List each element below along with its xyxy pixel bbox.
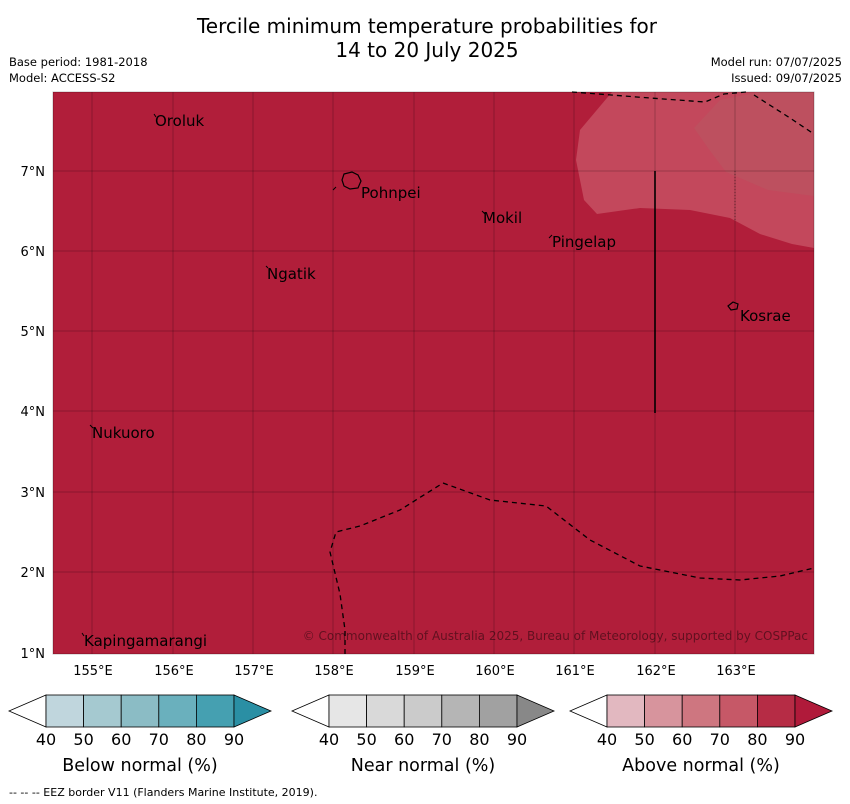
lon-tick-159: 159°E [395,664,435,679]
colorbar-legend: 40 50 60 70 80 90 Below normal (%) 40 50 60 70 80 90… [7,694,834,776]
colorbar-below-segment-1 [45,694,84,728]
colorbar-below-segment-5 [195,694,235,728]
island-label-pingelap: Pingelap [552,233,616,251]
map-frame [52,91,815,655]
lon-tick-156: 156°E [154,664,194,679]
colorbar-below-tick-50: 50 [73,730,93,749]
ngatik-marker [265,265,269,269]
colorbar-near-tick-40: 40 [319,730,339,749]
issued-date: Issued: 09/07/2025 [731,71,842,85]
colorbar-near-max-extend [516,694,556,728]
colorbar-above-tick-60: 60 [672,730,692,749]
kosrae-island-shape [727,301,739,311]
island-label-kosrae: Kosrae [740,307,791,325]
pohnpei-islet [332,186,337,191]
eez-borders [329,91,815,654]
colorbar-above-segment-1 [606,694,645,728]
colorbar-below-tick-80: 80 [186,730,206,749]
colorbar-below: 40 50 60 70 80 90 Below normal (%) [7,694,273,776]
forecast-map: Oroluk Pohnpei Mokil Pingelap Ngatik Kos… [21,91,815,679]
colorbar-near-min-extend [290,694,330,728]
map-gridlines [53,92,814,654]
colorbar-above-tick-50: 50 [634,730,654,749]
eez-border-south [329,482,815,654]
title-line-1: Tercile minimum temperature probabilitie… [196,14,658,38]
pohnpei-island-shape [341,171,362,190]
model-name: Model: ACCESS-S2 [9,71,116,85]
lat-tick-1: 1°N [21,647,46,662]
lon-tick-161: 161°E [555,664,595,679]
colorbar-above-segment-3 [681,694,721,728]
lon-tick-155: 155°E [73,664,113,679]
lat-tick-3: 3°N [21,486,46,501]
title-line-2: 14 to 20 July 2025 [335,38,519,62]
lon-tick-160: 160°E [475,664,515,679]
map-copyright: © Commonwealth of Australia 2025, Bureau… [303,629,808,643]
colorbar-above-tick-90: 90 [785,730,805,749]
colorbar-near-tick-60: 60 [394,730,414,749]
colorbar-above-tick-80: 80 [747,730,767,749]
colorbar-above-segment-2 [644,694,683,728]
oroluk-marker [153,113,157,118]
colorbar-above-tick-40: 40 [597,730,617,749]
colorbar-above-segment-4 [719,694,758,728]
colorbar-above: 40 50 60 70 80 90 Above normal (%) [568,694,834,776]
colorbar-above-segment-5 [757,694,796,728]
colorbar-near-tick-90: 90 [507,730,527,749]
colorbar-near-segment-4 [441,694,480,728]
mokil-marker [481,210,486,215]
colorbar-near-label: Near normal (%) [351,756,496,776]
colorbar-near-tick-50: 50 [356,730,376,749]
colorbar-below-tick-70: 70 [149,730,169,749]
island-label-oroluk: Oroluk [155,112,204,130]
colorbar-below-label: Below normal (%) [62,756,217,776]
model-run: Model run: 07/07/2025 [710,55,842,69]
colorbar-near-segment-1 [328,694,367,728]
lat-tick-6: 6°N [21,245,46,260]
colorbar-below-segment-4 [158,694,197,728]
colorbar-near: 40 50 60 70 80 90 Near normal (%) [290,694,556,776]
above-normal-lowest-probability-region [694,92,814,196]
colorbar-below-segment-3 [120,694,160,728]
colorbar-below-tick-60: 60 [111,730,131,749]
colorbar-above-min-extend [568,694,608,728]
nukuoro-marker [89,424,94,429]
colorbar-near-segment-3 [403,694,443,728]
colorbar-below-max-extend [233,694,273,728]
colorbar-below-min-extend [7,694,47,728]
island-label-ngatik: Ngatik [267,265,316,283]
pingelap-marker [548,234,553,239]
island-label-nukuoro: Nukuoro [92,424,155,442]
island-label-kapingamarangi: Kapingamarangi [84,632,207,650]
lat-tick-7: 7°N [21,165,46,180]
colorbar-near-tick-70: 70 [432,730,452,749]
eez-footnote: -- -- -- EEZ border V11 (Flanders Marine… [9,786,318,799]
colorbar-near-segment-2 [366,694,405,728]
base-period: Base period: 1981-2018 [9,55,148,69]
colorbar-near-segment-5 [478,694,518,728]
lat-tick-5: 5°N [21,325,46,340]
colorbar-above-tick-70: 70 [710,730,730,749]
colorbar-below-segment-2 [83,694,122,728]
lon-tick-163: 163°E [716,664,756,679]
kapingamarangi-marker [81,632,85,637]
colorbar-below-tick-40: 40 [36,730,56,749]
colorbar-above-label: Above normal (%) [622,756,780,776]
colorbar-above-max-extend [794,694,834,728]
colorbar-near-tick-80: 80 [469,730,489,749]
lon-tick-157: 157°E [234,664,274,679]
colorbar-below-tick-90: 90 [224,730,244,749]
island-label-mokil: Mokil [483,209,522,227]
island-label-pohnpei: Pohnpei [361,184,421,202]
lat-tick-2: 2°N [21,566,46,581]
lat-tick-4: 4°N [21,405,46,420]
lon-tick-158: 158°E [314,664,354,679]
lon-tick-162: 162°E [636,664,676,679]
